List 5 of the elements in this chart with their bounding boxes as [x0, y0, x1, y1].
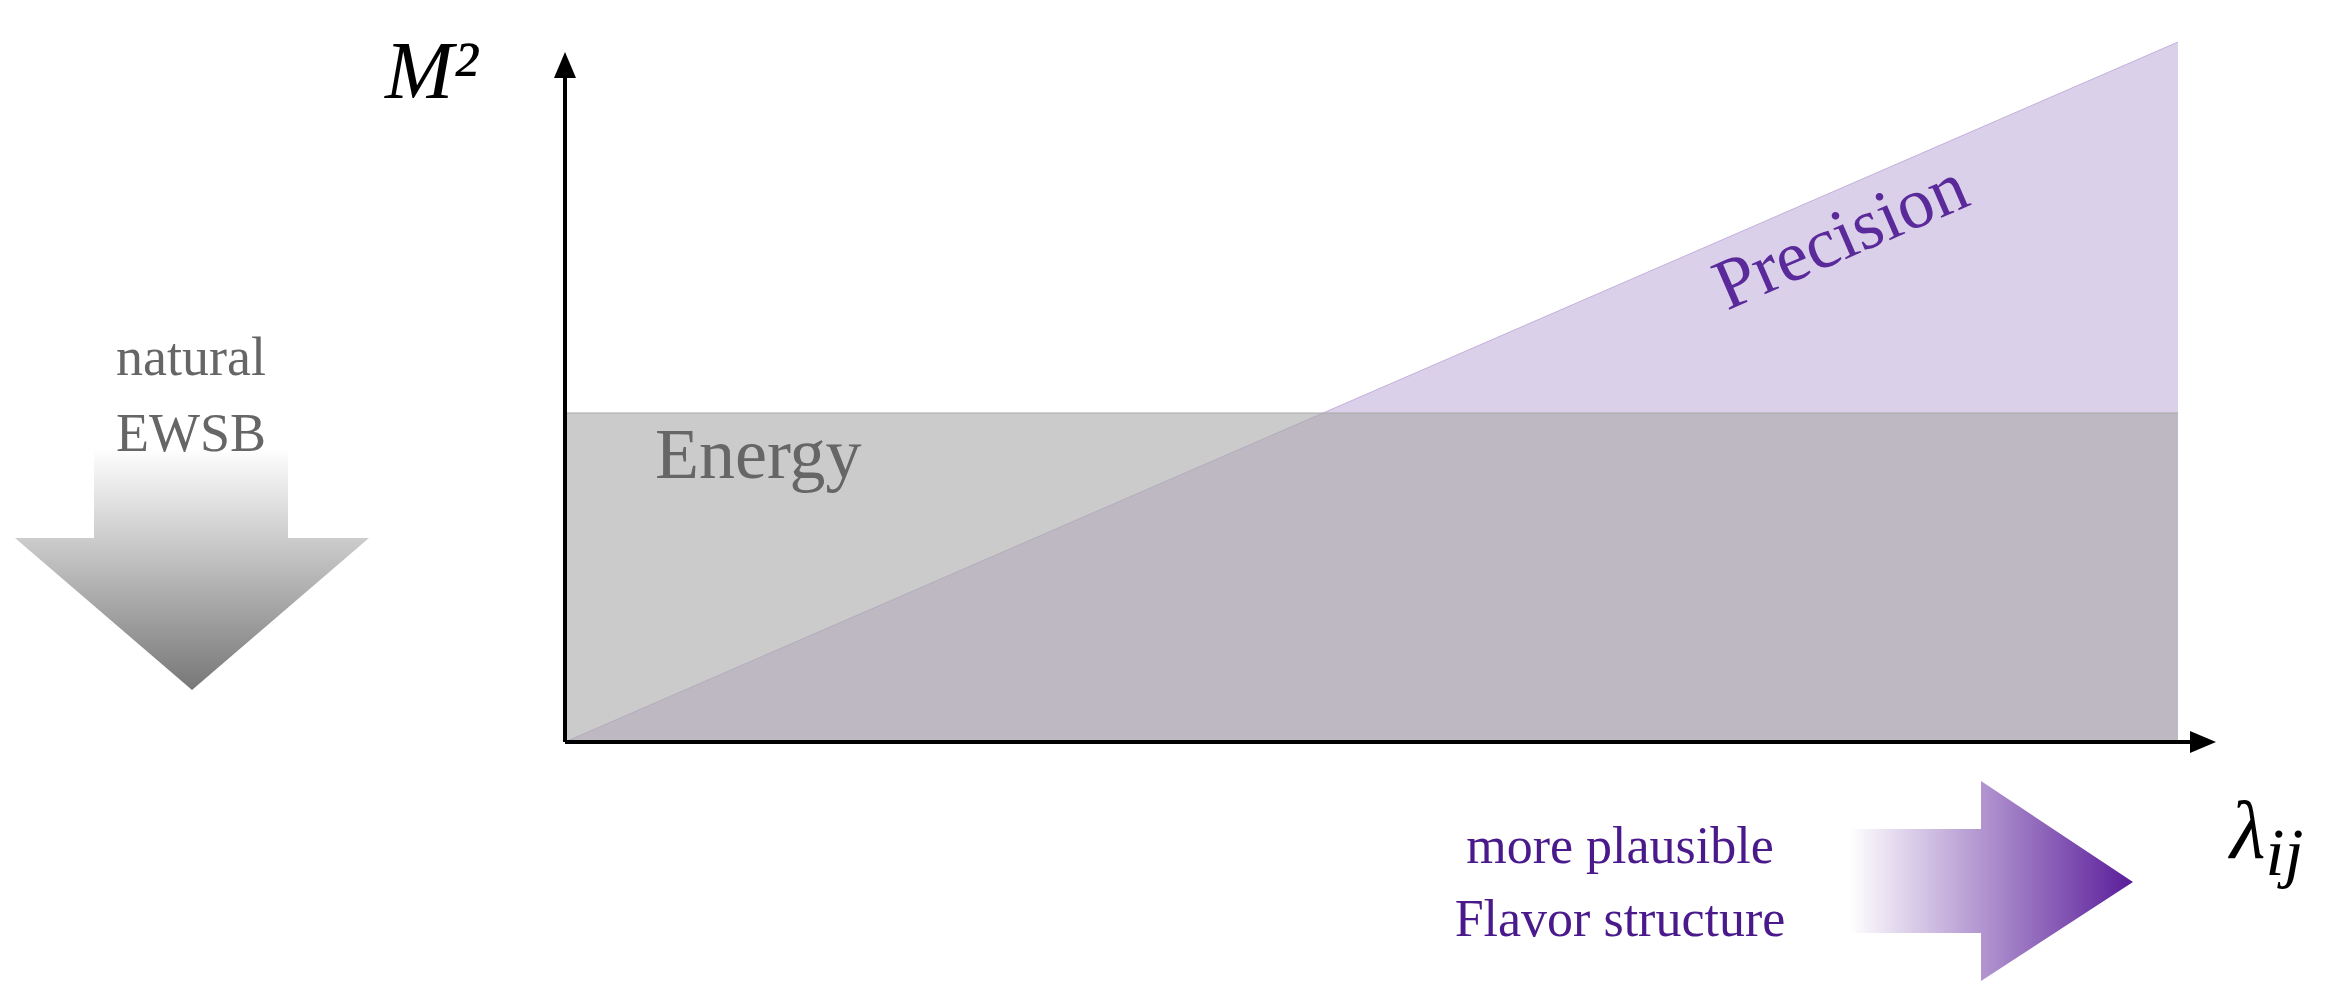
y-axis-title: M²	[385, 25, 478, 116]
x-axis-title: λ$_{ij}$	[2230, 785, 2304, 891]
series-label: Energy	[655, 413, 862, 494]
text: more plausible Flavor structure	[1453, 816, 1787, 949]
annotation: natural EWSB	[115, 326, 267, 465]
